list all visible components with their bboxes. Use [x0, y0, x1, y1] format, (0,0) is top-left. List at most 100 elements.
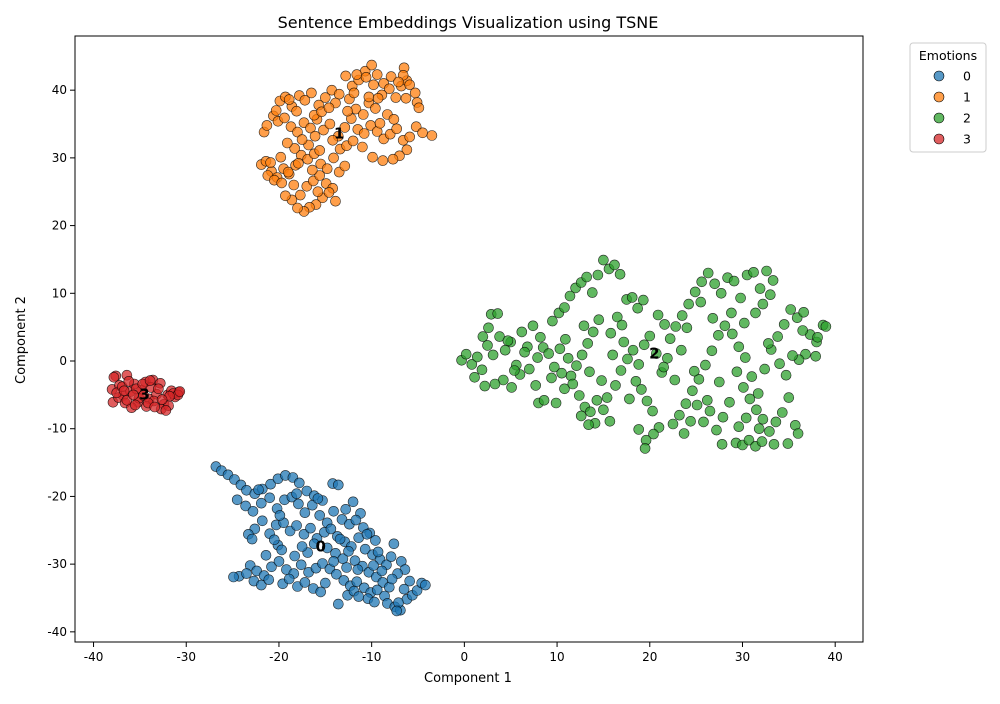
data-point-emotion-0 [369, 596, 380, 608]
data-point-emotion-0 [276, 544, 288, 556]
data-point-emotion-1 [390, 92, 402, 103]
data-point-emotion-2 [622, 353, 633, 365]
data-point-emotion-2 [482, 340, 493, 351]
data-point-emotion-1 [391, 123, 403, 135]
data-point-emotion-1 [401, 144, 413, 156]
data-point-emotion-2 [469, 371, 480, 383]
data-point-emotion-2 [787, 350, 798, 361]
data-point-emotion-2 [483, 322, 494, 334]
data-point-emotion-2 [675, 344, 687, 356]
data-point-emotion-2 [685, 415, 696, 427]
data-point-emotion-1 [293, 158, 304, 169]
data-point-emotion-2 [466, 359, 478, 370]
y-axis-label: Component 2 [14, 296, 29, 384]
data-point-emotion-2 [506, 382, 517, 393]
data-point-emotion-0 [353, 591, 365, 602]
y-tick-label: 30 [52, 151, 67, 165]
data-point-emotion-1 [368, 79, 379, 91]
data-point-emotion-2 [716, 438, 728, 450]
data-point-emotion-1 [377, 155, 389, 166]
data-point-emotion-2 [647, 405, 658, 417]
data-point-emotion-2 [543, 348, 555, 359]
data-point-emotion-2 [630, 375, 642, 387]
data-point-emotion-2 [678, 428, 690, 439]
legend-label-2: 2 [963, 111, 971, 126]
data-point-emotion-2 [650, 348, 662, 359]
x-tick-label: 30 [735, 650, 750, 664]
data-point-emotion-2 [573, 390, 585, 401]
data-point-emotion-0 [372, 546, 384, 558]
data-point-emotion-2 [592, 269, 604, 281]
data-point-emotion-1 [323, 102, 335, 114]
data-point-emotion-2 [757, 298, 769, 310]
data-point-emotion-2 [583, 419, 594, 431]
data-point-emotion-2 [783, 392, 795, 403]
data-point-emotion-1 [374, 118, 386, 129]
data-point-emotion-0 [266, 561, 277, 573]
data-point-emotion-0 [273, 556, 285, 567]
data-point-emotion-2 [546, 372, 557, 384]
legend-label-0: 0 [963, 69, 971, 84]
data-point-emotion-1 [270, 105, 282, 116]
data-point-emotion-2 [489, 378, 501, 390]
data-point-emotion-0 [293, 498, 304, 510]
data-point-emotion-2 [772, 331, 784, 342]
data-point-emotion-2 [764, 426, 775, 437]
data-point-emotion-1 [383, 83, 395, 95]
data-point-emotion-2 [670, 321, 682, 332]
y-tick-label: -40 [47, 625, 67, 639]
data-point-emotion-2 [768, 438, 780, 450]
data-point-emotion-0 [341, 562, 352, 573]
data-point-emotion-1 [283, 94, 295, 105]
data-point-emotion-2 [636, 384, 647, 395]
y-axis-ticks: -40 -30 -20 -10 0 10 20 30 40 [47, 83, 75, 639]
data-point-emotion-2 [598, 404, 609, 416]
data-point-emotion-0 [350, 514, 362, 526]
data-point-emotion-0 [240, 500, 251, 512]
data-point-emotion-1 [330, 195, 341, 207]
x-axis-ticks: -40 -30 -20 -10 0 10 20 30 40 [84, 642, 843, 664]
data-point-emotion-2 [587, 326, 599, 338]
data-point-emotion-1 [388, 114, 400, 125]
data-point-emotion-2 [687, 385, 698, 397]
data-point-emotion-2 [502, 335, 514, 347]
points-layer [106, 59, 832, 617]
data-point-emotion-1 [296, 134, 308, 145]
data-point-emotion-3 [144, 375, 156, 386]
data-point-emotion-1 [294, 189, 306, 201]
data-point-emotion-2 [477, 331, 489, 342]
data-point-emotion-0 [298, 528, 310, 540]
data-point-emotion-2 [576, 349, 588, 361]
data-point-emotion-0 [386, 573, 398, 585]
legend-items: 0 1 2 3 [933, 69, 971, 147]
data-point-emotion-2 [614, 268, 626, 280]
data-point-emotion-1 [275, 151, 287, 163]
data-point-emotion-2 [709, 278, 721, 290]
chart-title: Sentence Embeddings Visualization using … [278, 13, 659, 32]
data-point-emotion-3 [160, 405, 172, 416]
data-point-emotion-2 [611, 311, 623, 323]
data-point-emotion-1 [327, 135, 339, 146]
data-point-emotion-0 [231, 494, 243, 506]
data-point-emotion-2 [798, 306, 810, 318]
data-point-emotion-1 [366, 59, 378, 71]
data-point-emotion-2 [615, 365, 627, 376]
data-point-emotion-2 [728, 275, 740, 287]
data-point-emotion-2 [652, 309, 664, 321]
data-point-emotion-0 [291, 488, 302, 500]
data-point-emotion-2 [559, 302, 570, 313]
data-point-emotion-2 [792, 428, 804, 439]
data-point-emotion-2 [726, 328, 738, 340]
data-point-emotion-2 [756, 436, 768, 447]
data-point-emotion-0 [420, 579, 431, 591]
data-point-emotion-2 [639, 443, 651, 454]
data-point-emotion-2 [638, 339, 650, 351]
data-point-emotion-1 [299, 95, 311, 106]
data-point-emotion-2 [715, 287, 727, 299]
data-point-emotion-2 [748, 266, 759, 278]
data-point-emotion-2 [492, 308, 504, 319]
data-point-emotion-2 [547, 315, 558, 327]
data-point-emotion-2 [717, 411, 729, 423]
data-point-emotion-2 [680, 398, 692, 410]
